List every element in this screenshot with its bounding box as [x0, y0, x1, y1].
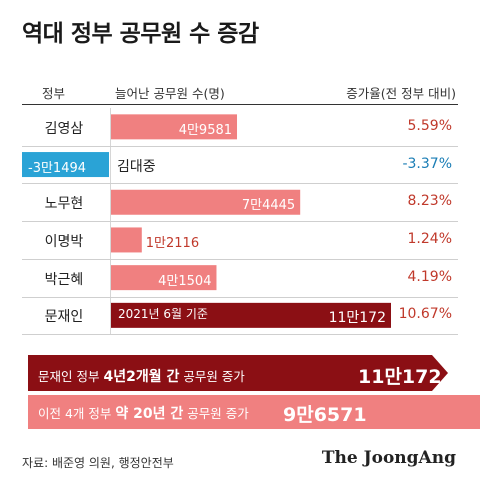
prev-summary-arrow — [28, 395, 480, 429]
bar-0 — [111, 114, 238, 140]
header-rule — [22, 104, 458, 105]
rate-label: 4.19% — [407, 268, 452, 285]
rate-label: 1.24% — [407, 230, 452, 247]
government-label: 박근혜 — [44, 271, 84, 288]
publisher-logo: The JoongAng — [321, 448, 456, 468]
bottom-rule — [22, 334, 458, 335]
row-rule — [22, 297, 458, 298]
bar-2 — [111, 189, 301, 215]
bar-3 — [111, 227, 142, 253]
government-label: 김대중 — [117, 158, 156, 175]
bar-5 — [111, 302, 391, 328]
rate-label: 10.67% — [398, 306, 452, 323]
row-rule — [22, 183, 458, 184]
moon-summary-value: 11만172 — [358, 366, 442, 388]
row-rule — [22, 221, 458, 222]
bar-value-label: 4만1504 — [158, 273, 212, 289]
prev-summary-value: 9만6571 — [283, 404, 367, 426]
government-label: 문재인 — [44, 309, 84, 326]
rate-label: 5.59% — [407, 117, 452, 134]
government-label: 김영삼 — [44, 120, 84, 137]
bar-value-label: 7만4445 — [241, 198, 296, 214]
government-label: 이명박 — [44, 233, 84, 250]
bar-value-label: -3만1494 — [28, 160, 87, 176]
header-rate: 증가율(전 정부 대비) — [346, 86, 456, 101]
bar-value-label: 11만172 — [328, 310, 386, 327]
government-label: 노무현 — [44, 196, 84, 213]
bars-layer — [22, 114, 391, 328]
bar-value-label: 1만2116 — [145, 235, 200, 251]
rate-label: -3.37% — [402, 155, 452, 172]
prev-summary-label: 이전 4개 정부 약 20년 간 공무원 증가 — [38, 406, 249, 422]
row-rule — [22, 259, 458, 260]
row-rule — [22, 146, 458, 147]
bar-4 — [111, 265, 217, 291]
bar-1 — [22, 152, 109, 178]
header-increase: 늘어난 공무원 수(명) — [115, 86, 225, 101]
summary-arrows — [28, 355, 480, 429]
source-note: 자료: 배준영 의원, 행정안전부 — [22, 456, 174, 470]
moon-date-note: 2021년 6월 기준 — [118, 307, 208, 321]
header-government: 정부 — [42, 86, 66, 101]
moon-summary-arrow — [28, 355, 448, 391]
rate-label: 8.23% — [407, 193, 452, 210]
moon-summary-label: 문재인 정부 4년2개월 간 공무원 증가 — [38, 369, 245, 385]
chart-title: 역대 정부 공무원 수 증감 — [22, 21, 259, 47]
bar-value-label: 4만9581 — [178, 122, 233, 138]
